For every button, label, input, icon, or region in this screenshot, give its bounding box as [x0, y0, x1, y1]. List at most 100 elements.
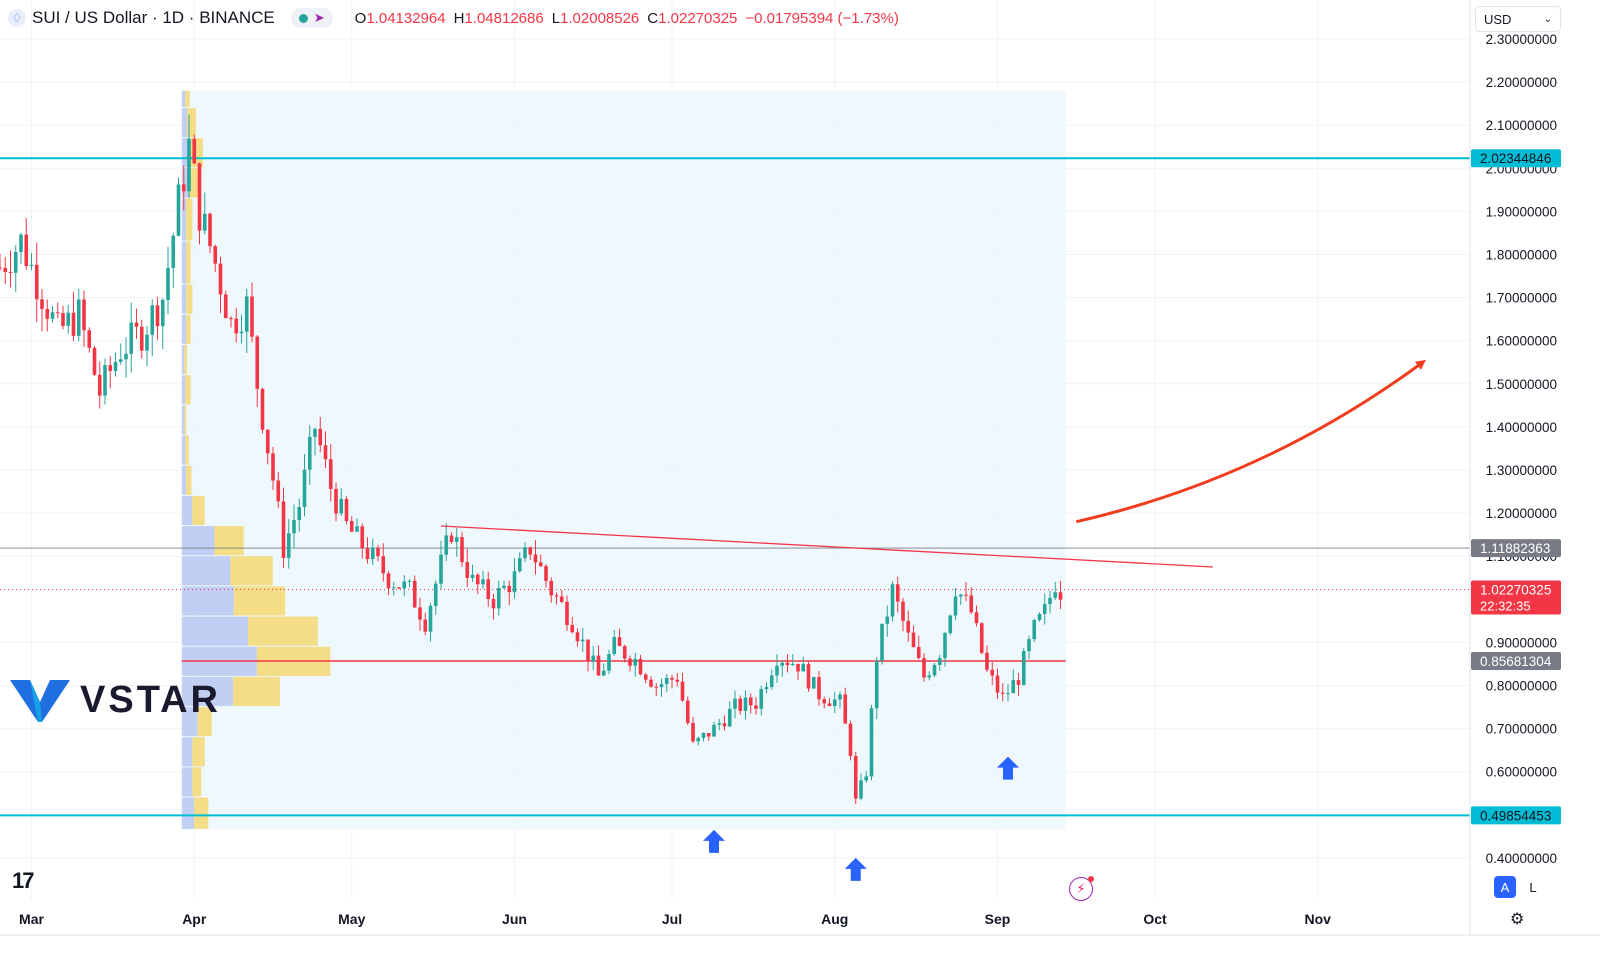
- candle-body[interactable]: [292, 520, 296, 534]
- candle-body[interactable]: [785, 662, 790, 666]
- candle-body[interactable]: [61, 313, 65, 326]
- candle-body[interactable]: [481, 579, 485, 585]
- candle-body[interactable]: [260, 388, 265, 430]
- candle-body[interactable]: [491, 598, 496, 609]
- candle-body[interactable]: [381, 556, 386, 574]
- candle-body[interactable]: [575, 632, 580, 642]
- candle-body[interactable]: [1032, 620, 1037, 640]
- candle-body[interactable]: [418, 607, 422, 620]
- candle-body[interactable]: [890, 584, 895, 617]
- candle-body[interactable]: [769, 675, 774, 688]
- candle-body[interactable]: [29, 264, 34, 267]
- candle-body[interactable]: [134, 322, 139, 327]
- candle-body[interactable]: [160, 300, 165, 327]
- candle-body[interactable]: [3, 267, 8, 272]
- candle-body[interactable]: [124, 353, 128, 360]
- candle-body[interactable]: [444, 535, 449, 555]
- candle-body[interactable]: [34, 264, 39, 300]
- candle-body[interactable]: [622, 646, 627, 659]
- candle-body[interactable]: [239, 331, 244, 334]
- candle-body[interactable]: [407, 580, 412, 582]
- candle-body[interactable]: [948, 615, 953, 634]
- candle-body[interactable]: [932, 664, 937, 676]
- candle-body[interactable]: [712, 724, 716, 737]
- candle-body[interactable]: [118, 359, 123, 362]
- candle-body[interactable]: [496, 587, 501, 609]
- candle-body[interactable]: [937, 658, 942, 665]
- candle-body[interactable]: [822, 699, 827, 704]
- candle-body[interactable]: [318, 428, 323, 446]
- candle-body[interactable]: [801, 664, 806, 672]
- candle-body[interactable]: [449, 535, 454, 542]
- candle-body[interactable]: [633, 658, 638, 666]
- candle-body[interactable]: [916, 647, 921, 659]
- share-icon[interactable]: ➤: [313, 10, 325, 25]
- currency-select[interactable]: USD ⌄: [1475, 6, 1561, 32]
- candle-body[interactable]: [145, 334, 149, 351]
- candle-body[interactable]: [701, 733, 706, 738]
- candle-body[interactable]: [470, 574, 475, 578]
- candle-body[interactable]: [528, 547, 533, 555]
- candle-body[interactable]: [402, 581, 407, 589]
- candle-body[interactable]: [1011, 680, 1016, 694]
- candle-body[interactable]: [796, 663, 800, 672]
- candle-body[interactable]: [460, 537, 464, 563]
- lightning-icon[interactable]: ⚡: [1069, 876, 1094, 901]
- candle-body[interactable]: [433, 583, 438, 606]
- candle-body[interactable]: [580, 639, 585, 642]
- candle-body[interactable]: [544, 566, 548, 581]
- candle-body[interactable]: [323, 445, 328, 460]
- time-axis[interactable]: Mar Apr May Jun Jul Aug Sep Oct Nov: [0, 911, 1600, 936]
- candle-body[interactable]: [748, 697, 753, 706]
- candle-body[interactable]: [365, 548, 370, 560]
- candle-body[interactable]: [680, 681, 685, 701]
- candle-body[interactable]: [549, 580, 554, 596]
- candle-body[interactable]: [1058, 592, 1063, 600]
- candle-body[interactable]: [19, 234, 23, 252]
- candle-body[interactable]: [50, 312, 55, 319]
- candle-body[interactable]: [92, 347, 97, 375]
- candle-body[interactable]: [906, 620, 911, 633]
- candle-body[interactable]: [806, 664, 811, 689]
- candle-body[interactable]: [1006, 693, 1010, 695]
- candle-body[interactable]: [244, 296, 249, 332]
- candle-body[interactable]: [24, 234, 29, 267]
- candle-body[interactable]: [727, 708, 732, 727]
- candle-body[interactable]: [848, 723, 853, 756]
- candle-body[interactable]: [454, 537, 459, 542]
- candle-body[interactable]: [281, 501, 286, 558]
- candle-body[interactable]: [181, 184, 186, 192]
- candle-body[interactable]: [738, 698, 743, 711]
- candle-body[interactable]: [853, 755, 858, 799]
- candle-body[interactable]: [1042, 604, 1047, 614]
- candle-body[interactable]: [502, 585, 506, 588]
- legend-status-pill[interactable]: ➤: [290, 8, 333, 28]
- candle-body[interactable]: [87, 330, 92, 348]
- candle-body[interactable]: [764, 687, 769, 690]
- candle-body[interactable]: [911, 632, 916, 648]
- candle-body[interactable]: [265, 429, 270, 454]
- candle-body[interactable]: [533, 554, 538, 563]
- candle-body[interactable]: [55, 312, 60, 314]
- candle-body[interactable]: [223, 294, 228, 319]
- candle-body[interactable]: [376, 547, 380, 557]
- candle-body[interactable]: [108, 365, 113, 372]
- candlestick-series[interactable]: [0, 114, 1063, 805]
- candle-body[interactable]: [722, 723, 727, 727]
- candle-body[interactable]: [475, 574, 480, 585]
- candle-body[interactable]: [990, 669, 995, 676]
- candle-body[interactable]: [344, 498, 349, 522]
- candle-body[interactable]: [717, 723, 722, 725]
- candle-body[interactable]: [874, 660, 879, 709]
- candle-body[interactable]: [349, 521, 354, 532]
- log-scale-button[interactable]: L: [1529, 879, 1537, 895]
- candle-body[interactable]: [129, 322, 134, 354]
- candle-body[interactable]: [649, 679, 653, 687]
- candle-body[interactable]: [234, 318, 239, 334]
- candle-body[interactable]: [706, 733, 711, 737]
- candle-body[interactable]: [8, 271, 13, 273]
- candle-body[interactable]: [601, 670, 606, 676]
- candle-body[interactable]: [1021, 651, 1026, 685]
- candle-body[interactable]: [811, 676, 816, 689]
